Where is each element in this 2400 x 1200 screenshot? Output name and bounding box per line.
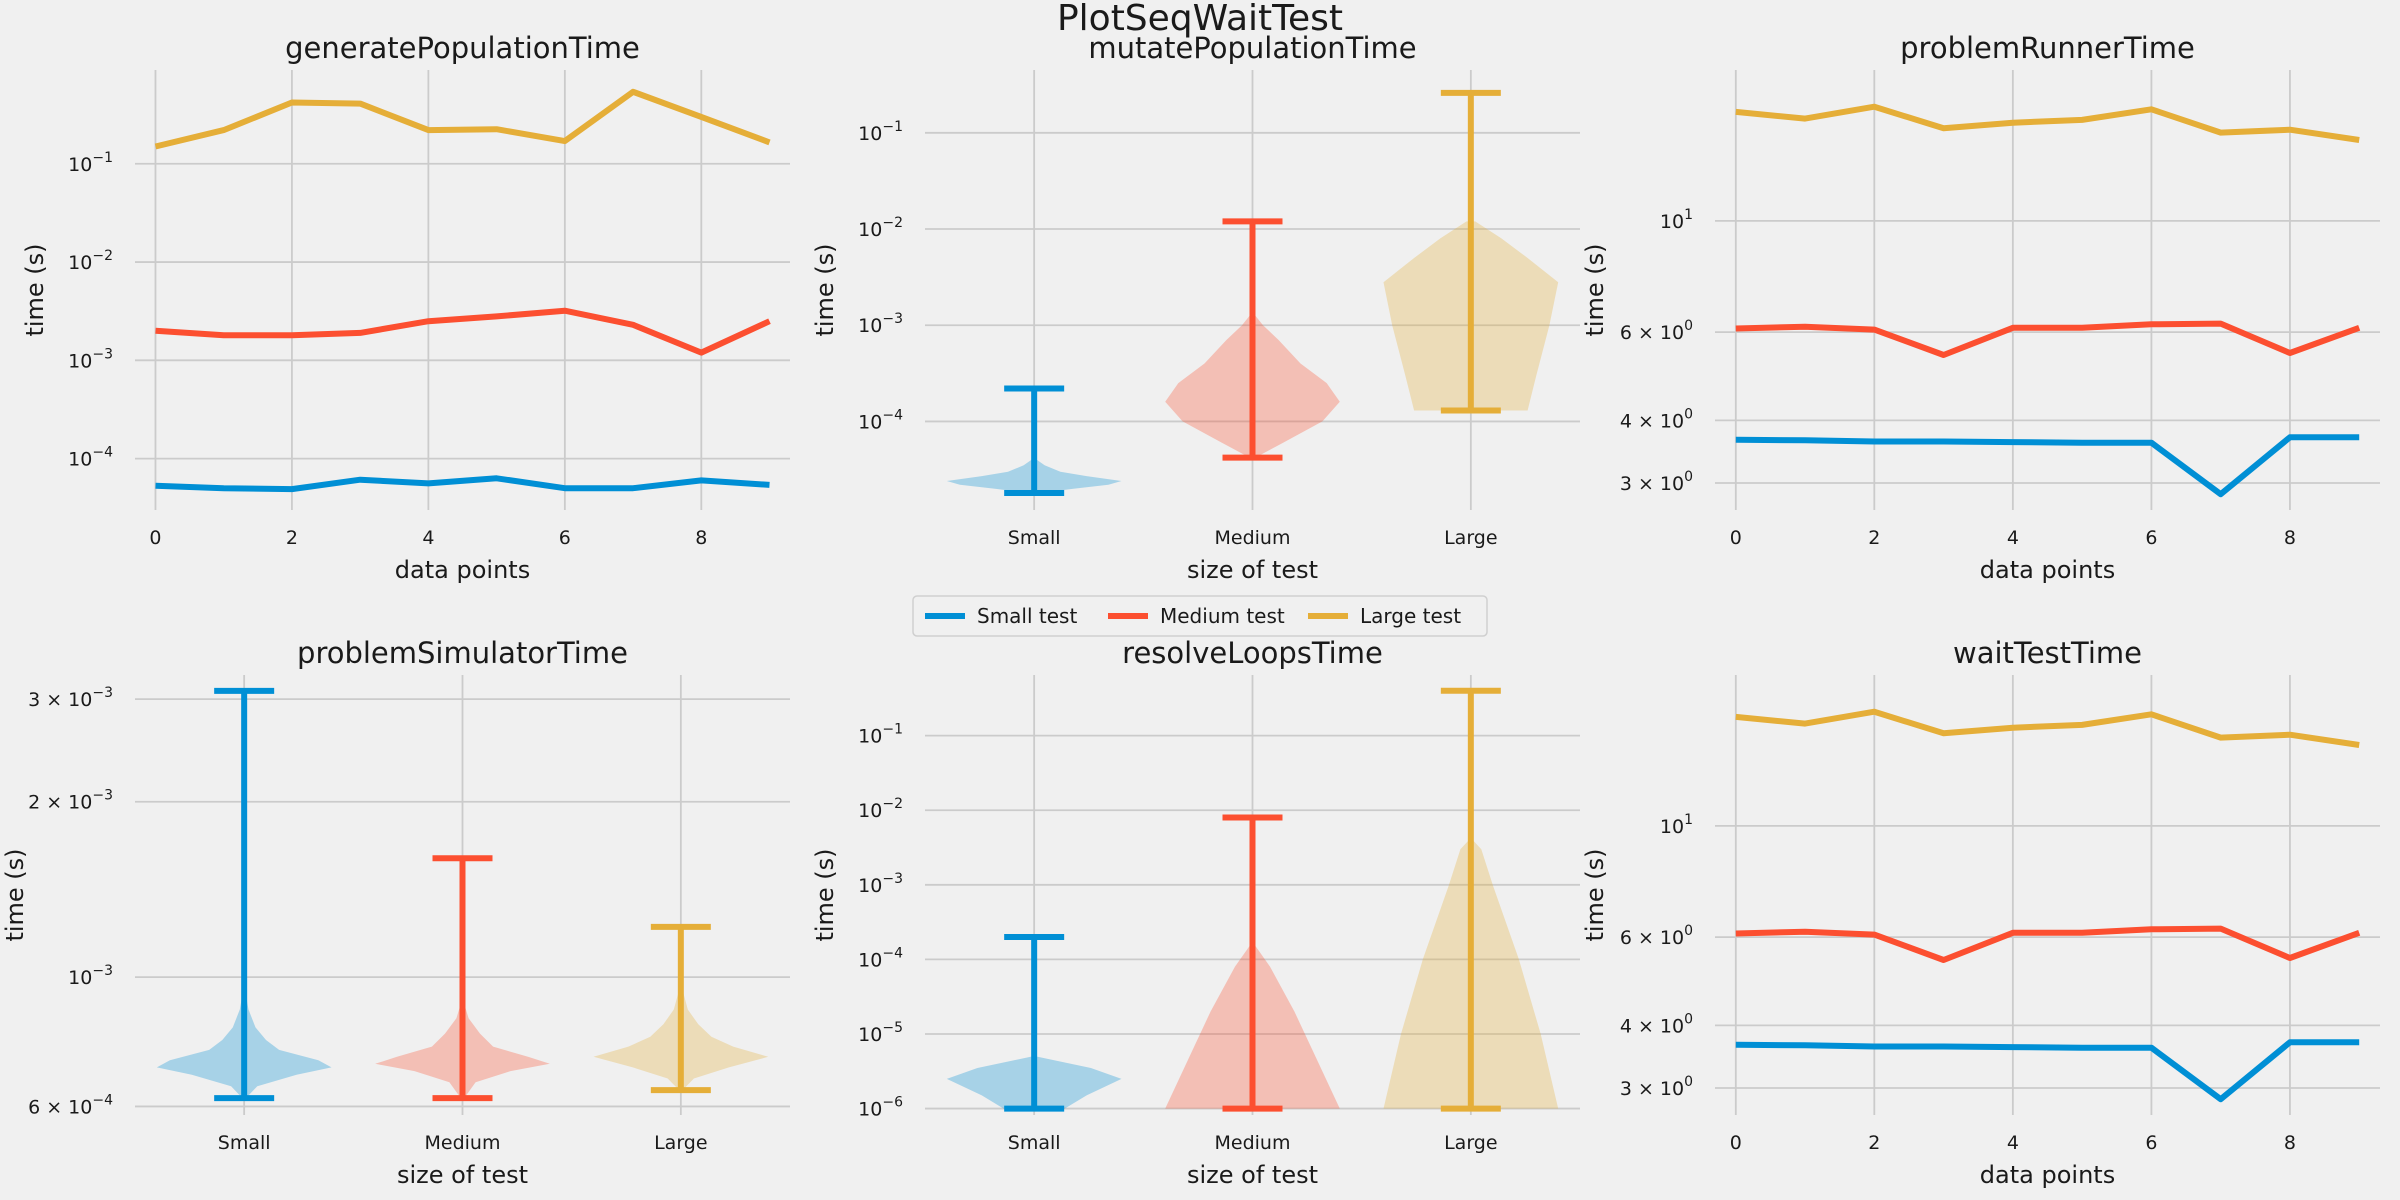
subplot-title: resolveLoopsTime	[1122, 636, 1383, 670]
x-tick-label: 6	[2145, 1132, 2157, 1154]
x-tick-label: Large	[1444, 1132, 1497, 1154]
y-tick-label: 10−3	[858, 871, 903, 897]
y-tick-label: 10−1	[68, 150, 113, 176]
y-tick-label: 10−2	[68, 248, 113, 274]
series-line-3	[1735, 708, 2360, 748]
y-tick-label: 101	[1660, 812, 1693, 838]
x-axis-label: size of test	[1187, 556, 1318, 584]
series-line-2	[155, 307, 771, 356]
subplot-2: mutatePopulationTime size of test time (s)…	[811, 31, 1580, 584]
x-tick-label: 0	[149, 527, 161, 549]
y-tick-label: 6 × 10−4	[28, 1092, 113, 1118]
subplot-5: resolveLoopsTime size of test time (s) Smal…	[811, 636, 1580, 1189]
y-tick-label: 10−3	[68, 963, 113, 989]
y-tick-label: 10−4	[68, 445, 113, 471]
x-tick-label: 2	[286, 527, 298, 549]
legend-label: Medium test	[1160, 604, 1285, 628]
y-tick-label: 10−1	[858, 119, 903, 145]
series-line-3	[1735, 103, 2360, 143]
y-tick-label: 3 × 100	[1620, 1074, 1693, 1100]
y-tick-label: 6 × 100	[1620, 923, 1693, 949]
subplot-3: problemRunnerTime data points time (s) 0 2 4 6…	[1581, 31, 2380, 584]
y-tick-label: 10−1	[858, 722, 903, 748]
y-tick-label: 3 × 10−3	[28, 685, 113, 711]
legend: Small test Medium test Large test	[912, 595, 1488, 637]
y-tick-label: 2 × 10−3	[28, 788, 113, 814]
x-tick-label: Large	[1444, 527, 1497, 549]
y-tick-label: 3 × 100	[1620, 469, 1693, 495]
series-line-1	[1735, 434, 2360, 498]
legend-label: Large test	[1360, 604, 1461, 628]
series-line-2	[1735, 320, 2361, 358]
legend-label: Small test	[977, 604, 1077, 628]
subplot-grid: generatePopulationTime data points time (s…	[1, 31, 2380, 1189]
x-tick-label: 8	[695, 527, 707, 549]
x-tick-label: Medium	[425, 1132, 501, 1154]
subplot-title: generatePopulationTime	[285, 31, 640, 65]
y-tick-label: 10−5	[858, 1020, 903, 1046]
x-tick-label: 4	[2007, 527, 2019, 549]
x-tick-label: 0	[1730, 1132, 1742, 1154]
series-line-2	[1735, 925, 2361, 963]
x-tick-label: 6	[2145, 527, 2157, 549]
figure-suptitle: PlotSeqWaitTest	[1057, 0, 1343, 39]
y-axis-label: time (s)	[811, 243, 839, 336]
y-tick-label: 101	[1660, 207, 1693, 233]
subplot-title: problemSimulatorTime	[297, 636, 628, 670]
legend-frame	[912, 595, 1488, 637]
x-tick-label: 4	[2007, 1132, 2019, 1154]
y-tick-label: 6 × 100	[1620, 318, 1693, 344]
x-axis-label: data points	[395, 556, 530, 584]
y-axis-label: time (s)	[1581, 243, 1609, 336]
x-axis-label: data points	[1980, 1161, 2115, 1189]
y-tick-label: 10−3	[858, 311, 903, 337]
x-tick-label: Medium	[1215, 1132, 1291, 1154]
x-tick-label: Small	[1008, 1132, 1061, 1154]
x-tick-label: Large	[654, 1132, 707, 1154]
y-tick-label: 10−3	[68, 346, 113, 372]
y-tick-label: 10−2	[858, 215, 903, 241]
x-axis-label: size of test	[397, 1161, 528, 1189]
series-line-1	[155, 475, 770, 493]
subplot-title: mutatePopulationTime	[1088, 31, 1416, 65]
subplot-title: waitTestTime	[1953, 636, 2142, 670]
x-tick-label: 2	[1868, 1132, 1880, 1154]
series-line-1	[1735, 1039, 2360, 1103]
y-tick-label: 4 × 100	[1620, 406, 1693, 432]
y-tick-label: 4 × 100	[1620, 1011, 1693, 1037]
x-tick-label: 4	[422, 527, 434, 549]
x-tick-label: Small	[1008, 527, 1061, 549]
x-tick-label: Small	[218, 1132, 271, 1154]
x-axis-label: size of test	[1187, 1161, 1318, 1189]
subplot-4: problemSimulatorTime size of test time (s)…	[1, 636, 790, 1189]
x-tick-label: 2	[1868, 527, 1880, 549]
subplot-title: problemRunnerTime	[1900, 31, 2195, 65]
x-tick-label: 0	[1730, 527, 1742, 549]
subplot-6: waitTestTime data points time (s) 0 2 4 6 8 3 × …	[1581, 636, 2380, 1189]
y-tick-label: 10−2	[858, 796, 903, 822]
y-axis-label: time (s)	[811, 848, 839, 941]
x-tick-label: 6	[559, 527, 571, 549]
y-axis-label: time (s)	[21, 243, 49, 336]
y-axis-label: time (s)	[1, 848, 29, 941]
y-tick-label: 10−4	[858, 407, 903, 433]
y-tick-label: 10−4	[858, 945, 903, 971]
y-tick-label: 10−6	[858, 1095, 903, 1121]
subplot-1: generatePopulationTime data points time (s…	[21, 31, 790, 584]
x-tick-label: 8	[2284, 1132, 2296, 1154]
x-tick-label: Medium	[1215, 527, 1291, 549]
series-line-3	[154, 88, 771, 150]
x-tick-label: 8	[2284, 527, 2296, 549]
x-axis-label: data points	[1980, 556, 2115, 584]
y-axis-label: time (s)	[1581, 848, 1609, 941]
